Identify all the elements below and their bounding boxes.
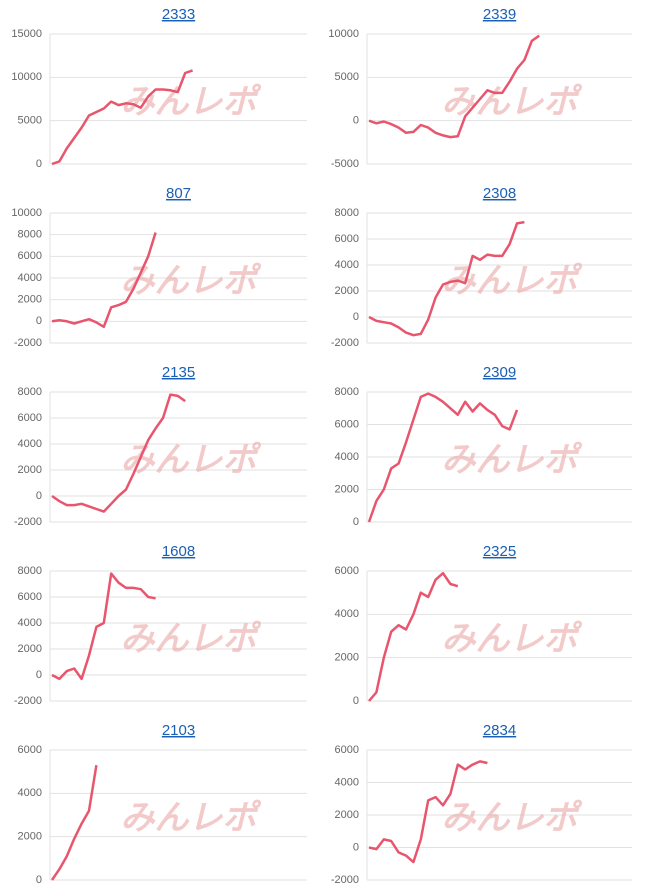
y-tick-label: 8000 bbox=[335, 207, 359, 219]
chart-title[interactable]: 2309 bbox=[483, 364, 516, 381]
y-tick-label: -2000 bbox=[14, 516, 42, 528]
y-tick-label: 6000 bbox=[18, 250, 42, 262]
watermark: みんレポ bbox=[121, 620, 262, 658]
y-tick-label: 0 bbox=[353, 311, 359, 323]
y-tick-label: 5000 bbox=[335, 71, 359, 83]
chart-title[interactable]: 2325 bbox=[483, 543, 516, 560]
y-tick-label: 0 bbox=[353, 516, 359, 528]
y-tick-label: 4000 bbox=[18, 438, 42, 450]
y-tick-label: 4000 bbox=[335, 259, 359, 271]
y-tick-label: 6000 bbox=[335, 565, 359, 577]
y-tick-label: 6000 bbox=[335, 418, 359, 430]
y-tick-label: 2000 bbox=[18, 643, 42, 655]
data-line bbox=[367, 392, 519, 523]
y-tick-label: 2000 bbox=[335, 285, 359, 297]
y-tick-label: -5000 bbox=[331, 158, 359, 170]
y-tick-label: 0 bbox=[36, 315, 42, 327]
chart-title[interactable]: 2308 bbox=[483, 185, 516, 202]
y-tick-label: 2000 bbox=[335, 483, 359, 495]
watermark: みんレポ bbox=[442, 83, 583, 121]
data-line bbox=[51, 572, 156, 681]
y-tick-label: 4000 bbox=[18, 272, 42, 284]
y-tick-label: 6000 bbox=[18, 744, 42, 756]
y-tick-label: -2000 bbox=[14, 337, 42, 349]
y-tick-label: 4000 bbox=[18, 787, 42, 799]
data-line bbox=[368, 34, 540, 139]
data-line bbox=[368, 220, 525, 337]
y-tick-label: 4000 bbox=[18, 617, 42, 629]
chart-title[interactable]: 2339 bbox=[483, 6, 516, 23]
y-tick-label: 10000 bbox=[328, 28, 359, 40]
data-line bbox=[368, 571, 459, 702]
data-line bbox=[368, 760, 488, 864]
watermark: みんレポ bbox=[121, 799, 262, 837]
chart-title[interactable]: 807 bbox=[166, 185, 191, 202]
y-tick-label: 0 bbox=[36, 490, 42, 502]
data-line bbox=[51, 69, 194, 166]
data-line bbox=[51, 393, 186, 513]
y-tick-label: 5000 bbox=[18, 115, 42, 127]
watermark: みんレポ bbox=[442, 799, 583, 837]
y-tick-label: 6000 bbox=[335, 233, 359, 245]
watermark: みんレポ bbox=[442, 441, 583, 479]
y-tick-label: 4000 bbox=[335, 451, 359, 463]
chart-title[interactable]: 2333 bbox=[162, 6, 195, 23]
chart-title[interactable]: 2834 bbox=[483, 722, 516, 739]
y-tick-label: 0 bbox=[36, 158, 42, 170]
y-tick-label: 8000 bbox=[18, 229, 42, 241]
y-tick-label: 8000 bbox=[335, 386, 359, 398]
y-tick-label: 0 bbox=[353, 695, 359, 707]
data-line bbox=[51, 232, 157, 329]
watermark: みんレポ bbox=[121, 83, 262, 121]
y-tick-label: 8000 bbox=[18, 565, 42, 577]
watermark: みんレポ bbox=[442, 620, 583, 658]
chart-title[interactable]: 2135 bbox=[162, 364, 195, 381]
chart-title[interactable]: 2103 bbox=[162, 722, 195, 739]
y-tick-label: 0 bbox=[353, 841, 359, 853]
watermark: みんレポ bbox=[121, 441, 262, 479]
data-line bbox=[50, 764, 98, 881]
y-tick-label: 2000 bbox=[18, 464, 42, 476]
watermark: みんレポ bbox=[121, 262, 262, 300]
y-tick-label: 2000 bbox=[335, 809, 359, 821]
y-tick-label: 2000 bbox=[335, 652, 359, 664]
chart-title[interactable]: 1608 bbox=[162, 543, 195, 560]
y-tick-label: 2000 bbox=[18, 831, 42, 843]
y-tick-label: 6000 bbox=[335, 744, 359, 756]
y-tick-label: -2000 bbox=[14, 695, 42, 707]
y-tick-label: -2000 bbox=[331, 874, 359, 886]
y-tick-label: -2000 bbox=[331, 337, 359, 349]
y-tick-label: 6000 bbox=[18, 591, 42, 603]
y-tick-label: 15000 bbox=[11, 28, 42, 40]
y-tick-label: 0 bbox=[353, 115, 359, 127]
y-tick-label: 8000 bbox=[18, 386, 42, 398]
y-tick-label: 0 bbox=[36, 669, 42, 681]
y-tick-label: 10000 bbox=[11, 71, 42, 83]
y-tick-label: 0 bbox=[36, 874, 42, 886]
y-tick-label: 2000 bbox=[18, 294, 42, 306]
y-tick-label: 6000 bbox=[18, 412, 42, 424]
y-tick-label: 4000 bbox=[335, 776, 359, 788]
y-tick-label: 4000 bbox=[335, 608, 359, 620]
y-tick-label: 10000 bbox=[11, 207, 42, 219]
